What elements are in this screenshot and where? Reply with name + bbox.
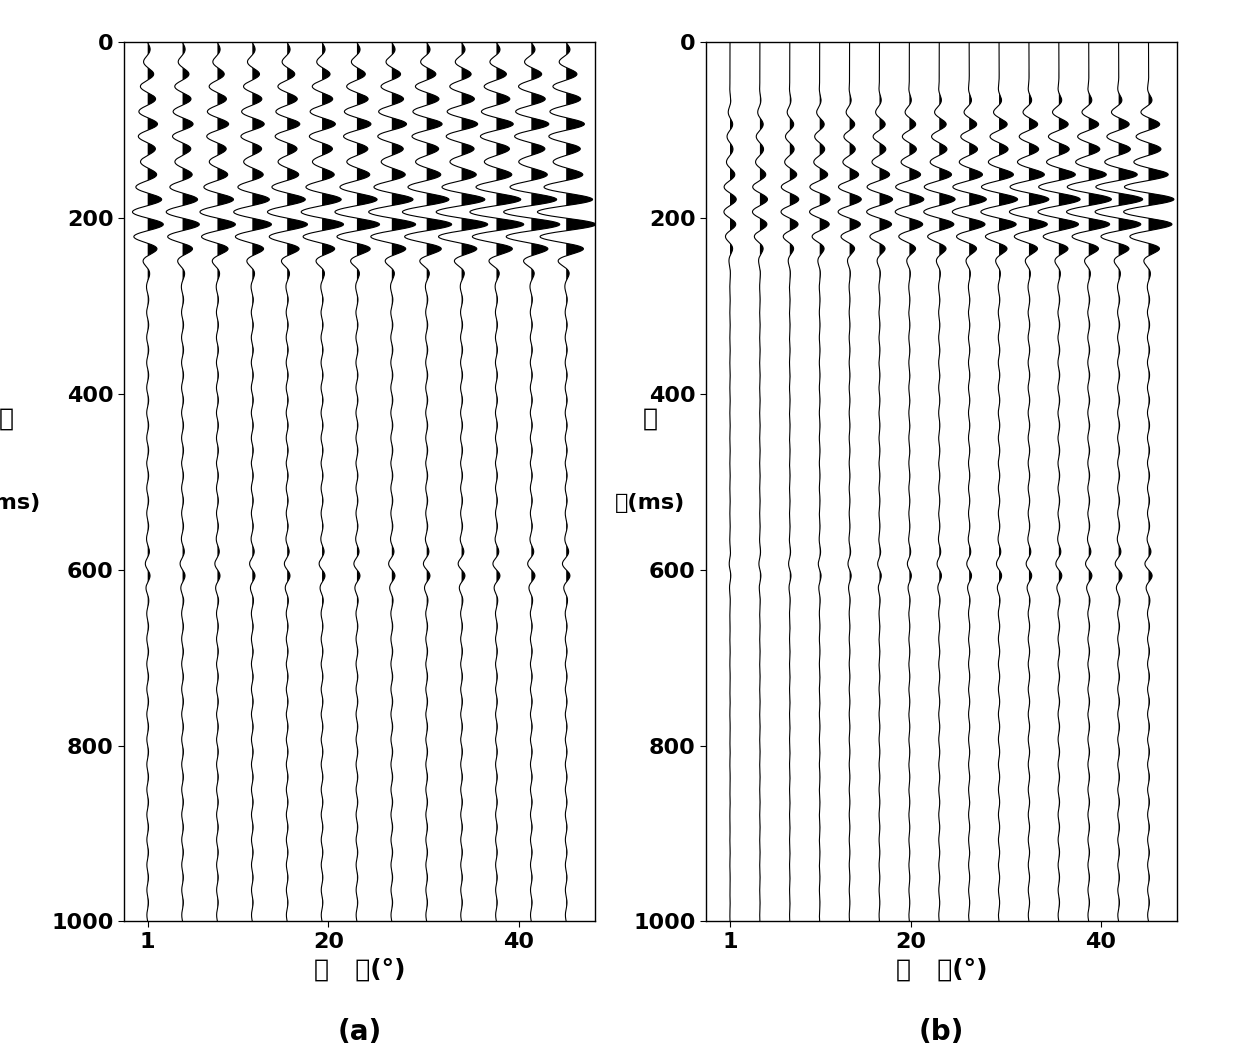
Text: 间(ms): 间(ms) <box>616 493 685 513</box>
X-axis label: 角   度(°): 角 度(°) <box>313 957 405 982</box>
Text: (b): (b) <box>919 1018 964 1046</box>
X-axis label: 角   度(°): 角 度(°) <box>896 957 987 982</box>
Text: (a): (a) <box>337 1018 382 1046</box>
Text: 间(ms): 间(ms) <box>0 493 41 513</box>
Text: 时: 时 <box>0 407 14 430</box>
Text: 时: 时 <box>643 407 658 430</box>
